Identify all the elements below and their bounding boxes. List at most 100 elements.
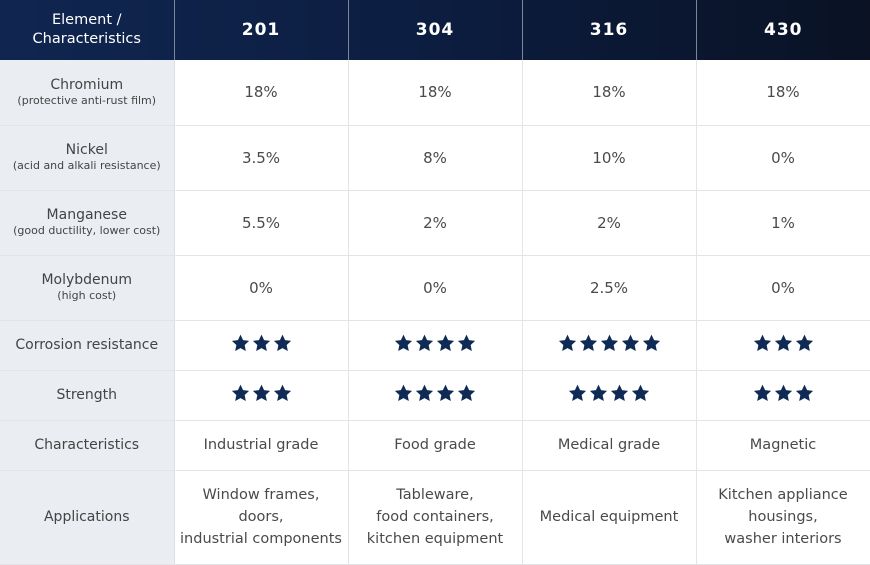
star-rating	[753, 334, 814, 352]
row-header: Chromium (protective anti-rust film)	[0, 60, 175, 126]
row-header: Strength	[0, 370, 175, 421]
element-note: (high cost)	[57, 289, 117, 303]
element-row-molybdenum: Molybdenum (high cost) 0% 0% 2.5% 0%	[0, 255, 870, 321]
rating-cell-304	[348, 370, 523, 421]
value-cell-201: 18%	[174, 60, 349, 126]
rating-cell-430	[696, 370, 870, 421]
star-icon	[273, 384, 292, 402]
star-icon	[774, 384, 793, 402]
star-rating	[753, 384, 814, 402]
application-cell-201: Window frames, doors, industrial component…	[174, 470, 349, 565]
corner-label-line1: Element /	[51, 12, 122, 28]
rating-cell-430	[696, 320, 870, 371]
star-icon	[252, 384, 271, 402]
star-rating	[394, 334, 476, 352]
element-note: (protective anti-rust film)	[17, 93, 157, 107]
element-name: Manganese	[46, 207, 127, 224]
value-cell-201: 5.5%	[174, 190, 349, 256]
application-line: food containers,	[376, 509, 494, 526]
star-rating	[394, 384, 476, 402]
star-icon	[600, 334, 619, 352]
application-line: Kitchen appliance	[718, 487, 848, 504]
application-cell-304: Tableware, food containers, kitchen equipm…	[348, 470, 523, 565]
star-icon	[589, 384, 608, 402]
value-cell-316: 10%	[522, 125, 697, 191]
element-name: Chromium	[50, 76, 124, 93]
rating-cell-304	[348, 320, 523, 371]
characteristic-cell-304: Food grade	[348, 420, 523, 471]
grade-header-430: 430	[764, 20, 803, 40]
value-cell-430: 0%	[696, 125, 870, 191]
value-cell-316: 2%	[522, 190, 697, 256]
characteristics-row: Characteristics Industrial grade Food grad…	[0, 420, 870, 471]
star-icon	[252, 334, 271, 352]
application-line: industrial components	[180, 531, 342, 548]
rating-cell-201	[174, 370, 349, 421]
star-rating	[231, 334, 292, 352]
value-cell-430: 1%	[696, 190, 870, 256]
value-cell-430: 0%	[696, 255, 870, 321]
row-header: Characteristics	[0, 420, 175, 471]
value-cell-201: 3.5%	[174, 125, 349, 191]
star-icon	[579, 334, 598, 352]
star-icon	[457, 384, 476, 402]
application-line: Medical equipment	[539, 509, 679, 526]
rating-row-corrosion-resistance: Corrosion resistance	[0, 320, 870, 371]
header-row: Element / Characteristics 201 304 316 43…	[0, 0, 870, 60]
grade-header-304: 304	[348, 0, 523, 60]
element-name: Molybdenum	[41, 272, 133, 289]
star-rating	[558, 334, 661, 352]
row-header: Nickel (acid and alkali resistance)	[0, 125, 175, 191]
star-icon	[568, 384, 587, 402]
application-cell-430: Kitchen appliance housings, washer interio…	[696, 470, 870, 565]
rating-cell-316	[522, 370, 697, 421]
star-rating	[231, 384, 292, 402]
application-line: housings,	[748, 509, 818, 526]
star-icon	[774, 334, 793, 352]
characteristic-cell-201: Industrial grade	[174, 420, 349, 471]
star-icon	[621, 334, 640, 352]
star-icon	[436, 334, 455, 352]
applications-row: Applications Window frames, doors, industri…	[0, 470, 870, 565]
star-icon	[558, 334, 577, 352]
rating-row-strength: Strength	[0, 370, 870, 421]
application-line: Window frames,	[202, 487, 320, 504]
row-header: Applications	[0, 470, 175, 565]
grade-header-316: 316	[522, 0, 697, 60]
rating-cell-316	[522, 320, 697, 371]
star-icon	[642, 334, 661, 352]
rating-cell-201	[174, 320, 349, 371]
value-cell-316: 18%	[522, 60, 697, 126]
grade-header-201: 201	[174, 0, 349, 60]
characteristic-cell-430: Magnetic	[696, 420, 870, 471]
element-row-manganese: Manganese (good ductility, lower cost) 5.5…	[0, 190, 870, 256]
star-icon	[610, 384, 629, 402]
element-row-nickel: Nickel (acid and alkali resistance) 3.5% 8%…	[0, 125, 870, 191]
star-icon	[231, 334, 250, 352]
row-header: Molybdenum (high cost)	[0, 255, 175, 321]
element-note: (good ductility, lower cost)	[13, 224, 161, 238]
element-name: Nickel	[65, 142, 108, 159]
row-header: Corrosion resistance	[0, 320, 175, 371]
star-icon	[795, 384, 814, 402]
corner-label-line2: Characteristics	[32, 31, 141, 47]
star-rating	[568, 384, 650, 402]
star-icon	[231, 384, 250, 402]
star-icon	[415, 384, 434, 402]
star-icon	[753, 334, 772, 352]
value-cell-304: 0%	[348, 255, 523, 321]
value-cell-201: 0%	[174, 255, 349, 321]
star-icon	[415, 334, 434, 352]
star-icon	[394, 384, 413, 402]
application-cell-316: Medical equipment	[522, 470, 697, 565]
element-row-chromium: Chromium (protective anti-rust film) 18% 18…	[0, 60, 870, 126]
application-line: kitchen equipment	[366, 531, 504, 548]
star-icon	[273, 334, 292, 352]
star-icon	[436, 384, 455, 402]
element-note: (acid and alkali resistance)	[12, 159, 161, 173]
application-line: doors,	[238, 509, 284, 526]
application-line: washer interiors	[724, 531, 842, 548]
star-icon	[795, 334, 814, 352]
row-header: Manganese (good ductility, lower cost)	[0, 190, 175, 256]
value-cell-316: 2.5%	[522, 255, 697, 321]
